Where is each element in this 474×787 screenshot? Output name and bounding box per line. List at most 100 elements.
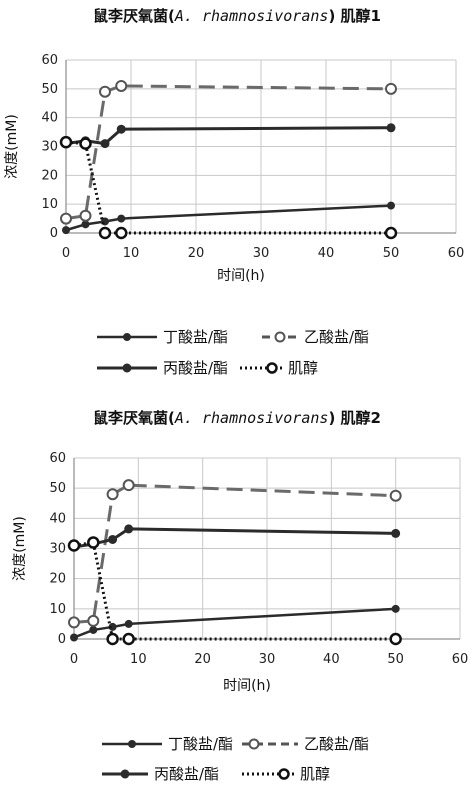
chart1-ytick-label: 60 xyxy=(41,53,58,68)
chart2-title-suffix: ) 肌醇2 xyxy=(328,409,381,427)
chart1-point-inositol xyxy=(59,135,73,149)
chart2-point-acetate xyxy=(389,489,402,502)
chart2-point-inositol xyxy=(67,539,81,552)
chart1-y-axis-label: 浓度(mM) xyxy=(4,114,20,179)
chart2-xtick-label: 50 xyxy=(387,652,404,667)
chart2-point-inositol xyxy=(122,632,135,646)
chart2-ytick-label: 0 xyxy=(58,632,66,647)
chart2-point-propionate xyxy=(108,534,118,544)
chart2-point-butyrate xyxy=(70,633,78,642)
chart2-title-prefix: 鼠李厌氧菌( xyxy=(93,409,175,427)
legend2-acetate-label: 乙酸盐/酯 xyxy=(304,735,370,753)
chart1-ytick-label: 50 xyxy=(41,82,58,97)
legend-butyrate-label: 丁酸盐/酯 xyxy=(163,328,229,346)
chart1-point-acetate xyxy=(385,82,397,95)
chart1-point-inositol xyxy=(384,226,398,240)
chart1-point-butyrate xyxy=(81,220,90,229)
chart2-point-acetate xyxy=(122,479,135,492)
legend-item-butyrate: 丁酸盐/酯 xyxy=(95,326,228,347)
chart2-ytick-label: 40 xyxy=(49,511,66,526)
legend2-propionate-label: 丙酸盐/酯 xyxy=(154,765,220,783)
legend2-acetate-marker xyxy=(242,738,298,749)
legend-acetate-marker xyxy=(262,331,298,342)
chart2-point-butyrate xyxy=(391,604,400,613)
chart1-title: 鼠李厌氧菌(A. rhamnosivorans) 肌醇1 xyxy=(0,5,474,26)
chart2-plot: 0 10 20 30 40 50 60 0 10 20 30 40 50 60 时间(h) 浓度(mM) xyxy=(12,451,469,694)
legend2-item-acetate: 乙酸盐/酯 xyxy=(240,733,369,754)
chart2-xtick-label: 10 xyxy=(130,652,147,667)
chart1-xtick-label: 0 xyxy=(62,246,70,261)
chart1-x-axis-label: 时间(h) xyxy=(217,268,265,284)
chart2-xtick-label: 40 xyxy=(323,652,340,667)
chart1-ytick-label: 30 xyxy=(41,140,58,155)
legend-inositol-label: 肌醇 xyxy=(288,359,319,377)
chart2-series-line-acetate xyxy=(73,483,396,624)
chart1-point-acetate xyxy=(79,209,92,222)
chart1-point-propionate xyxy=(116,124,126,134)
chart1-xtick-label: 60 xyxy=(448,246,465,261)
chart1-title-prefix: 鼠李厌氧菌( xyxy=(93,7,175,25)
legend-acetate-label: 乙酸盐/酯 xyxy=(304,328,370,346)
legend-propionate-label: 丙酸盐/酯 xyxy=(163,359,229,377)
chart1-point-propionate xyxy=(100,139,110,149)
chart1-ytick-label: 20 xyxy=(41,168,58,183)
chart2-series-line-propionate xyxy=(73,527,396,549)
chart1-point-butyrate xyxy=(62,226,70,235)
chart1-xtick-label: 40 xyxy=(318,246,335,261)
chart2-point-butyrate xyxy=(108,622,117,631)
legend2-inositol-label: 肌醇 xyxy=(300,765,331,783)
chart1-point-inositol xyxy=(79,137,92,150)
chart2-ytick-label: 10 xyxy=(49,602,66,617)
chart2-point-acetate xyxy=(68,616,80,629)
chart1-point-acetate xyxy=(115,79,128,92)
chart1-plot: 0 10 20 30 40 50 60 0 10 20 30 40 50 60 时间(h) 浓度(mM) xyxy=(4,53,465,284)
legend2-item-butyrate: 丁酸盐/酯 xyxy=(100,733,233,754)
chart1-point-inositol xyxy=(115,226,128,240)
legend2-item-inositol: 肌醇 xyxy=(240,763,330,784)
chart1-ytick-label: 0 xyxy=(50,226,58,241)
chart2-ytick-label: 60 xyxy=(49,451,66,466)
chart2-ytick-label: 30 xyxy=(49,542,66,557)
chart1-xtick-label: 30 xyxy=(253,246,270,261)
legend-item-inositol: 肌醇 xyxy=(238,357,318,378)
legend-item-propionate: 丙酸盐/酯 xyxy=(95,357,228,378)
legend2-inositol-marker xyxy=(242,767,294,780)
chart1-point-inositol xyxy=(98,226,112,240)
chart2-point-acetate xyxy=(87,614,100,627)
legend-item-acetate: 乙酸盐/酯 xyxy=(260,326,369,347)
chart2-ytick-label: 50 xyxy=(49,481,66,496)
chart2-title: 鼠李厌氧菌(A. rhamnosivorans) 肌醇2 xyxy=(0,407,474,428)
chart1-title-species: A. rhamnosivorans xyxy=(174,7,329,25)
chart1-ytick-label: 40 xyxy=(41,111,58,126)
chart2-point-inositol xyxy=(87,536,100,549)
chart2-point-butyrate xyxy=(89,625,98,634)
legend2-item-propionate: 丙酸盐/酯 xyxy=(100,763,219,784)
chart2-xtick-label: 60 xyxy=(452,652,469,667)
chart1-title-suffix: ) 肌醇1 xyxy=(328,7,381,25)
chart1-point-butyrate xyxy=(117,214,126,223)
chart2-point-propionate xyxy=(391,528,401,538)
chart1-xtick-label: 10 xyxy=(123,246,140,261)
legend-propionate-marker xyxy=(97,363,157,372)
chart2-point-inositol xyxy=(389,632,402,646)
chart1-xtick-label: 20 xyxy=(188,246,205,261)
legend2-propionate-marker xyxy=(102,769,148,778)
chart2-title-species: A. rhamnosivorans xyxy=(174,409,329,427)
chart2-point-inositol xyxy=(106,632,119,646)
legend-butyrate-marker xyxy=(97,332,157,341)
chart2-xtick-label: 30 xyxy=(259,652,276,667)
chart1-ytick-label: 10 xyxy=(41,197,58,212)
chart2-series-line-butyrate xyxy=(73,607,396,639)
chart1-point-acetate xyxy=(60,212,72,225)
legend-inositol-marker xyxy=(240,361,282,374)
chart2-xtick-label: 20 xyxy=(194,652,211,667)
chart2-point-propionate xyxy=(124,524,134,534)
chart2-xtick-label: 0 xyxy=(70,652,78,667)
legend2-butyrate-marker xyxy=(102,739,162,748)
chart2-ytick-label: 20 xyxy=(49,572,66,587)
chart2-x-axis-label: 时间(h) xyxy=(223,678,271,694)
legend2-butyrate-label: 丁酸盐/酯 xyxy=(168,735,234,753)
chart1-point-acetate xyxy=(99,85,111,98)
chart2-point-acetate xyxy=(106,488,119,501)
chart1-xtick-label: 50 xyxy=(383,246,400,261)
